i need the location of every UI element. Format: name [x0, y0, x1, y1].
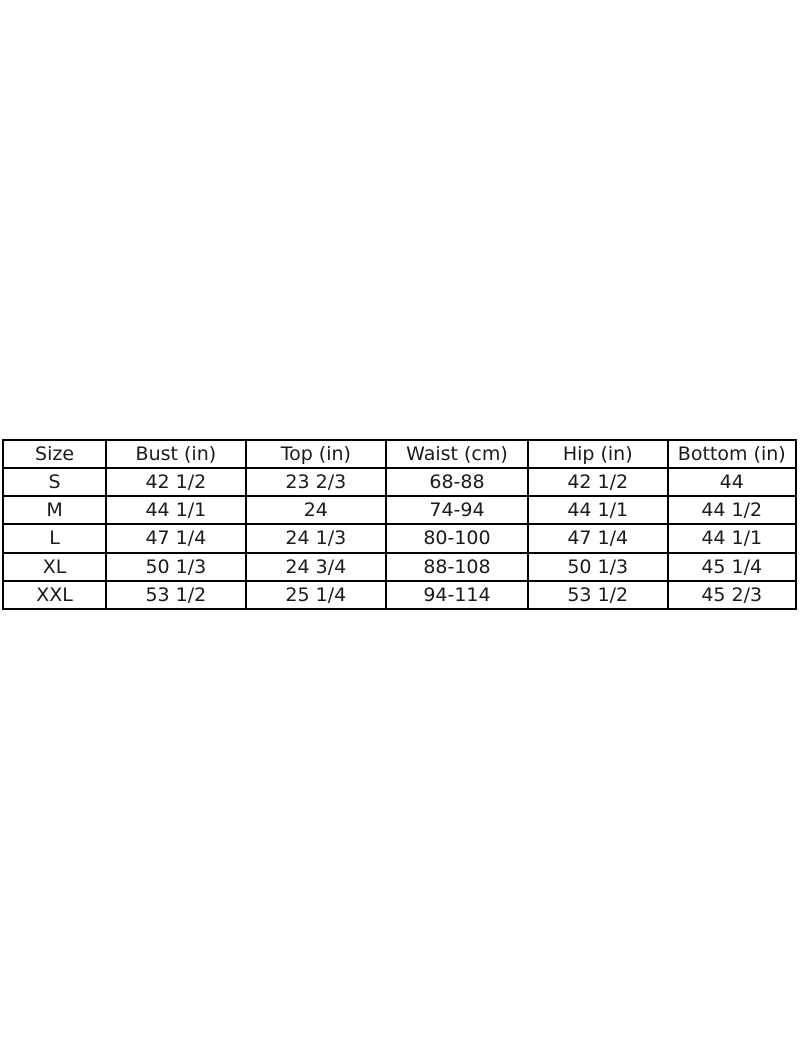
table-cell-top: 24 1/3	[244, 523, 388, 554]
table-cell-top: 23 2/3	[244, 466, 388, 498]
table-row-l: L 47 1/4 24 1/3 80-100 47 1/4 44 1/1	[1, 523, 797, 554]
table-cell-bust: 53 1/2	[105, 579, 247, 611]
table-cell-bust: 50 1/3	[105, 551, 247, 582]
table-cell-bust: 42 1/2	[105, 466, 247, 498]
table-cell-bottom: 45 1/4	[666, 551, 797, 582]
table-cell-hip: 53 1/2	[526, 579, 669, 611]
table-cell-size: L	[1, 523, 108, 554]
column-header-hip: Hip (in)	[526, 439, 669, 469]
header-row: Size Bust (in) Top (in) Waist (cm) Hip (…	[1, 439, 797, 469]
table-cell-top: 24	[244, 495, 388, 526]
column-header-bottom: Bottom (in)	[666, 439, 797, 469]
table-cell-size: XL	[1, 551, 108, 582]
table-row-xxl: XXL 53 1/2 25 1/4 94-114 53 1/2 45 2/3	[1, 579, 797, 611]
table-cell-top: 25 1/4	[244, 579, 388, 611]
table-cell-bottom: 44	[666, 466, 797, 498]
table-row-m: M 44 1/1 24 74-94 44 1/1 44 1/2	[1, 495, 797, 526]
table-cell-size: S	[1, 466, 108, 498]
table-cell-waist: 74-94	[385, 495, 529, 526]
table-row-xl: XL 50 1/3 24 3/4 88-108 50 1/3 45 1/4	[1, 551, 797, 582]
column-header-waist: Waist (cm)	[385, 439, 529, 469]
table-cell-size: XXL	[1, 579, 108, 611]
table-cell-hip: 50 1/3	[526, 551, 669, 582]
table-cell-waist: 68-88	[385, 466, 529, 498]
table-cell-bottom: 45 2/3	[666, 579, 797, 611]
table-cell-waist: 94-114	[385, 579, 529, 611]
table-cell-bottom: 44 1/1	[666, 523, 797, 554]
table-cell-size: M	[1, 495, 108, 526]
table-cell-bottom: 44 1/2	[666, 495, 797, 526]
table-cell-bust: 47 1/4	[105, 523, 247, 554]
column-header-size: Size	[1, 439, 108, 469]
table-cell-hip: 42 1/2	[526, 466, 669, 498]
column-header-bust: Bust (in)	[105, 439, 247, 469]
table-cell-top: 24 3/4	[244, 551, 388, 582]
table-cell-bust: 44 1/1	[105, 495, 247, 526]
table-cell-waist: 80-100	[385, 523, 529, 554]
table-cell-waist: 88-108	[385, 551, 529, 582]
table-row-s: S 42 1/2 23 2/3 68-88 42 1/2 44	[1, 466, 797, 498]
table-cell-hip: 44 1/1	[526, 495, 669, 526]
size-chart-table: Size Bust (in) Top (in) Waist (cm) Hip (…	[1, 439, 797, 611]
table-cell-hip: 47 1/4	[526, 523, 669, 554]
column-header-top: Top (in)	[244, 439, 388, 469]
